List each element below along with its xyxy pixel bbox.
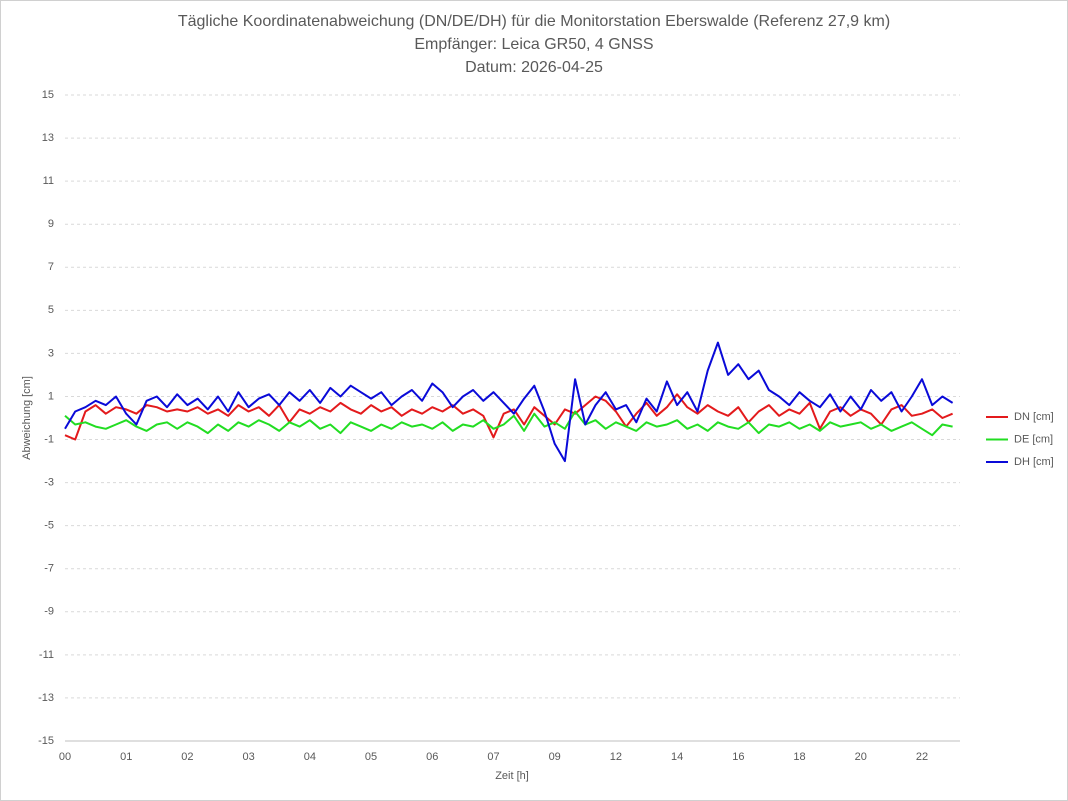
x-tick-label: 22 xyxy=(916,751,928,763)
y-tick-label: -9 xyxy=(44,606,54,618)
chart-subtitle: Datum: 2026-04-25 xyxy=(465,59,603,76)
y-tick-label: 7 xyxy=(48,261,54,273)
y-tick-label: -15 xyxy=(38,735,54,747)
y-axis-label: Abweichung [cm] xyxy=(21,376,33,460)
x-tick-label: 12 xyxy=(610,751,622,763)
data-line xyxy=(64,410,953,437)
x-tick-label: 20 xyxy=(855,751,867,763)
y-tick-label: -7 xyxy=(44,563,54,575)
x-tick-label: 07 xyxy=(487,751,499,763)
x-axis-label: Zeit [h] xyxy=(495,770,529,782)
y-tick-label: -1 xyxy=(44,433,54,445)
y-tick-label: 13 xyxy=(42,132,54,144)
chart-subtitle: Empfänger: Leica GR50, 4 GNSS xyxy=(414,36,653,53)
x-tick-label: 18 xyxy=(793,751,805,763)
y-tick-label: 1 xyxy=(48,390,54,402)
chart-title: Tägliche Koordinatenabweichung (DN/DE/DH… xyxy=(178,13,890,30)
legend-label: DE [cm] xyxy=(1014,433,1053,445)
legend-label: DH [cm] xyxy=(1014,456,1054,468)
x-tick-label: 09 xyxy=(549,751,561,763)
data-line xyxy=(64,341,954,463)
x-tick-label: 04 xyxy=(304,751,316,763)
y-tick-label: 15 xyxy=(42,89,54,101)
x-tick-label: 06 xyxy=(426,751,438,763)
x-tick-label: 14 xyxy=(671,751,683,763)
x-tick-label: 05 xyxy=(365,751,377,763)
y-tick-label: -3 xyxy=(44,477,54,489)
y-tick-label: 5 xyxy=(48,304,54,316)
y-tick-label: 3 xyxy=(48,347,54,359)
x-tick-label: 00 xyxy=(59,751,71,763)
y-tick-label: 9 xyxy=(48,218,54,230)
x-tick-label: 02 xyxy=(181,751,193,763)
y-tick-label: -5 xyxy=(44,520,54,532)
legend-label: DN [cm] xyxy=(1014,411,1054,423)
x-tick-label: 16 xyxy=(732,751,744,763)
data-line xyxy=(64,393,953,441)
y-tick-label: -11 xyxy=(39,649,54,661)
y-tick-label: -13 xyxy=(38,692,54,704)
y-tick-label: 11 xyxy=(43,175,54,187)
x-tick-label: 01 xyxy=(120,751,132,763)
x-tick-label: 03 xyxy=(243,751,255,763)
